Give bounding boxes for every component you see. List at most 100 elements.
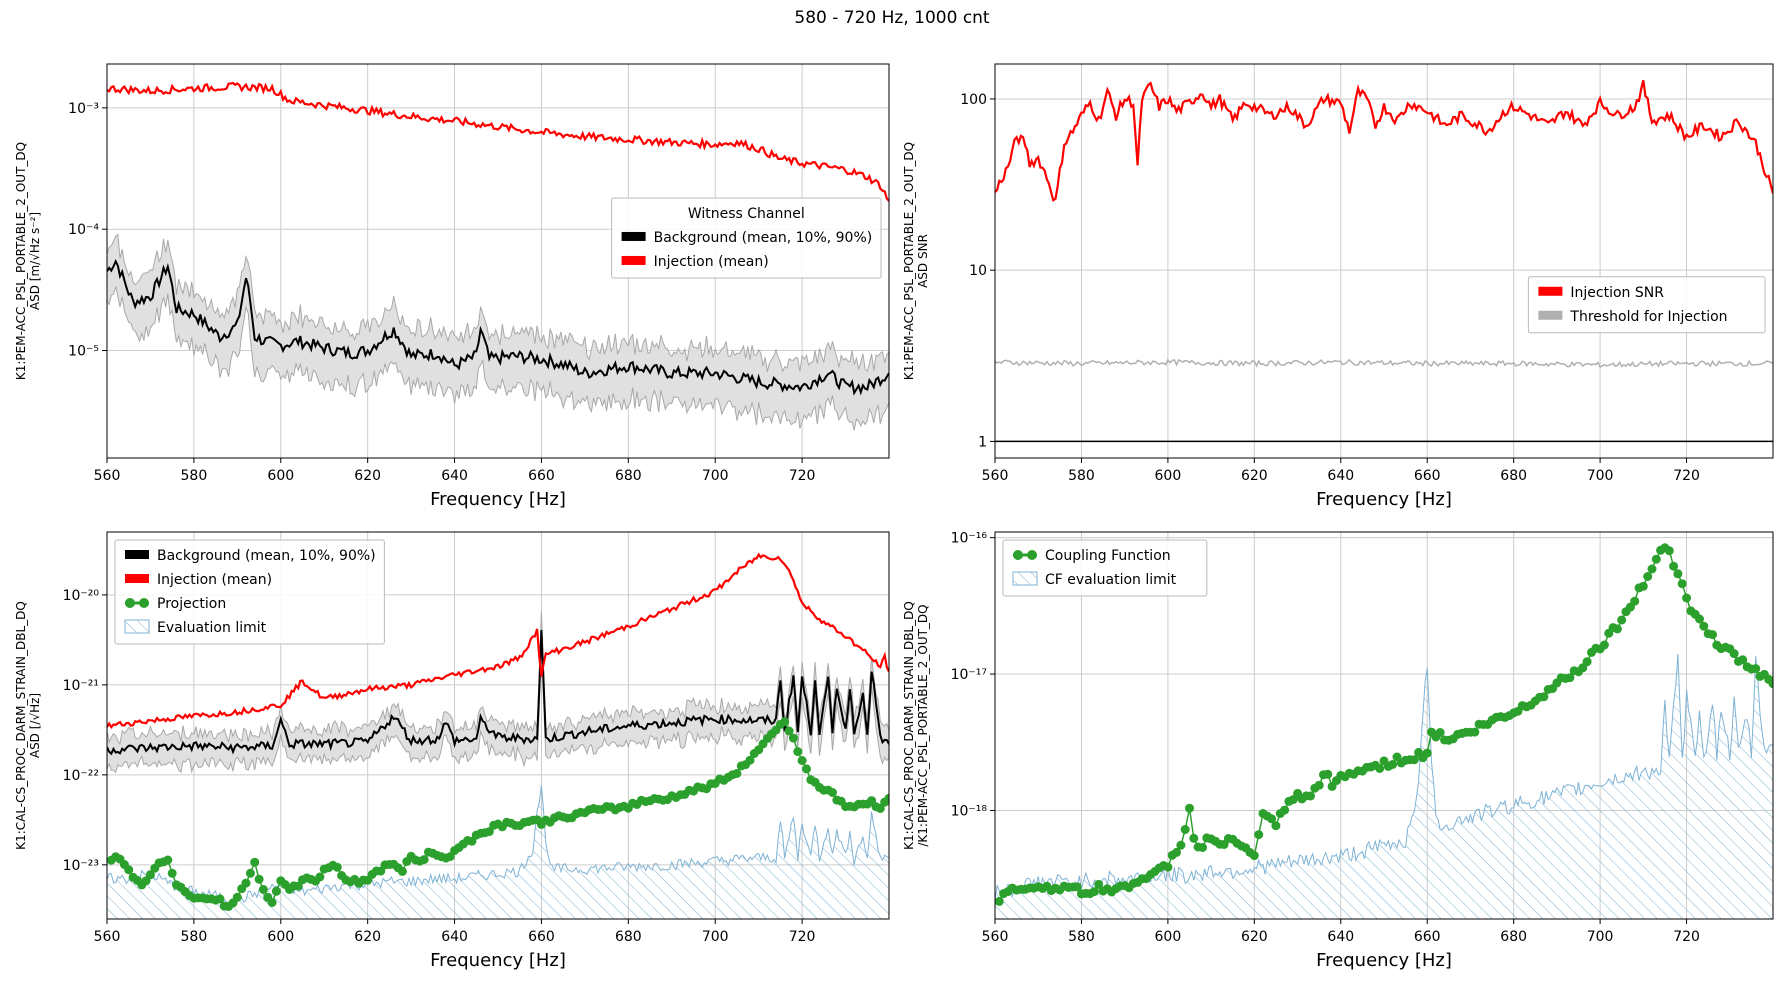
projection-point xyxy=(232,892,242,902)
x-tick-label: 720 xyxy=(1673,468,1700,484)
projection-point xyxy=(1647,564,1657,574)
projection-point xyxy=(1180,825,1190,834)
legend-box xyxy=(611,197,882,279)
legend-entry: Background (mean, 10%, 90%) xyxy=(621,230,873,246)
chart-darm-projection: 560 580 600 620 640 660 680 700 720 10⁻²³ 10⁻²² 10⁻… xyxy=(14,531,890,971)
legend-label: Background (mean, 10%, 90%) xyxy=(157,548,376,564)
x-tick-label: 660 xyxy=(528,468,555,484)
legend-marker xyxy=(125,598,135,608)
x-tick-label: 660 xyxy=(1414,929,1441,945)
legend-swatch xyxy=(125,574,149,583)
projection-point xyxy=(1172,847,1181,857)
projection-point xyxy=(995,896,1004,906)
legend-swatch xyxy=(621,255,646,265)
projection-point xyxy=(163,855,173,865)
chart-witness-asd: 560 580 600 620 640 660 680 700 720 10⁻⁵ 10⁻⁴ 10⁻³ F… xyxy=(14,63,890,510)
axes-frame xyxy=(106,63,890,459)
projection-point xyxy=(250,857,260,867)
projection-point xyxy=(1612,624,1622,634)
projection-point xyxy=(245,868,255,878)
legend-label: Injection SNR xyxy=(1570,285,1664,301)
projection-point xyxy=(1470,727,1480,737)
x-tick-label: 600 xyxy=(1155,929,1182,945)
legend-entry: Evaluation limit xyxy=(124,619,267,636)
projection-point xyxy=(293,881,303,891)
projection-point xyxy=(1738,655,1748,665)
y-tick-label: 10⁻³ xyxy=(68,101,99,117)
projection-point xyxy=(315,872,325,882)
legend-entry: Injection (mean) xyxy=(125,572,272,588)
legend-label: Background (mean, 10%, 90%) xyxy=(654,230,873,246)
x-tick-label: 560 xyxy=(94,468,121,484)
x-axis-label: Frequency [Hz] xyxy=(1316,489,1452,510)
y-axis-label: ASD SNR xyxy=(916,234,930,288)
y-tick-label: 10⁻²⁰ xyxy=(63,588,100,604)
y-tick-label: 10⁻²³ xyxy=(63,858,99,874)
projection-point xyxy=(788,733,798,743)
projection-point xyxy=(784,726,794,736)
projection-point xyxy=(780,717,790,727)
y-tick-label: 10⁻¹⁸ xyxy=(951,803,988,819)
x-tick-label: 620 xyxy=(1241,468,1268,484)
legend: Background (mean, 10%, 90%) Injection (me… xyxy=(114,539,385,645)
projection-point xyxy=(1388,760,1398,769)
projection-point xyxy=(1435,728,1445,737)
projection-point xyxy=(884,793,889,803)
x-tick-label: 700 xyxy=(702,929,729,945)
legend-label: CF evaluation limit xyxy=(1045,572,1177,588)
projection-point xyxy=(797,756,807,765)
x-tick-label: 700 xyxy=(1587,929,1614,945)
projection-point xyxy=(1768,679,1773,689)
legend-entry: Background (mean, 10%, 90%) xyxy=(125,548,376,564)
x-tick-label: 640 xyxy=(1327,468,1354,484)
x-tick-label: 600 xyxy=(267,929,294,945)
y-tick-label: 10⁻¹⁷ xyxy=(951,667,987,683)
x-tick-label: 620 xyxy=(354,468,381,484)
plot-area xyxy=(107,81,889,431)
plot-area xyxy=(995,80,1773,443)
projection-point xyxy=(828,788,837,797)
legend-marker xyxy=(1013,550,1023,560)
projection-point xyxy=(1094,879,1104,889)
y-axis-label: ASD [m/√Hz s⁻²] xyxy=(28,212,42,310)
x-axis-label: Frequency [Hz] xyxy=(1316,950,1452,971)
legend-entry: CF evaluation limit xyxy=(1012,571,1177,588)
legend-swatch xyxy=(124,619,150,634)
x-tick-label: 680 xyxy=(1500,468,1527,484)
projection-point xyxy=(1163,862,1173,872)
figure-title: 580 - 720 Hz, 1000 cnt xyxy=(794,8,990,28)
projection-point xyxy=(241,878,251,888)
projection-point xyxy=(745,755,755,765)
projection-point xyxy=(1729,649,1739,659)
projection-point xyxy=(1617,615,1627,625)
projection-point xyxy=(1254,830,1264,840)
background-percentile-band xyxy=(107,611,889,774)
legend-label: Threshold for Injection xyxy=(1569,309,1727,325)
projection-point xyxy=(1314,780,1324,790)
background-mean-line xyxy=(107,629,889,756)
projection-point xyxy=(1699,621,1709,631)
legend-label: Injection (mean) xyxy=(654,254,769,270)
projection-point xyxy=(732,769,742,778)
y-tick-label: 10⁻²¹ xyxy=(63,678,99,694)
projection-point xyxy=(1638,581,1648,591)
axes-frame xyxy=(994,531,1774,920)
projection-point xyxy=(332,862,342,872)
projection-point xyxy=(1630,596,1640,606)
projection-point xyxy=(419,855,429,865)
legend-entry: Injection (mean) xyxy=(621,254,769,270)
legend: Coupling Function CF evaluation limit xyxy=(1002,539,1208,597)
y-axis-label: K1:PEM-ACC_PSL_PORTABLE_2_OUT_DQ xyxy=(902,142,916,380)
chart-coupling-function: 560 580 600 620 640 660 680 700 720 10⁻¹⁸ 10⁻¹⁷ 10⁻… xyxy=(902,531,1774,971)
projection-point xyxy=(167,868,177,878)
x-tick-label: 680 xyxy=(1500,929,1527,945)
x-tick-label: 560 xyxy=(94,929,121,945)
legend-swatch xyxy=(125,550,149,559)
x-tick-label: 680 xyxy=(615,929,642,945)
x-tick-label: 580 xyxy=(181,929,208,945)
projection-point xyxy=(1249,851,1259,861)
legend-box xyxy=(114,539,385,645)
x-tick-label: 580 xyxy=(1068,929,1095,945)
background-mean-line xyxy=(107,259,889,396)
injection-line xyxy=(107,552,889,729)
